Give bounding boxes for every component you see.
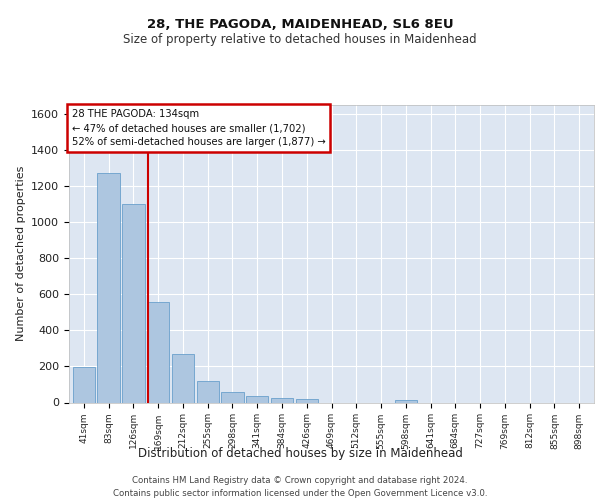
Bar: [271, 398, 293, 402]
Bar: [147, 302, 169, 402]
Bar: [97, 172, 120, 402]
Bar: [73, 367, 95, 402]
Bar: [172, 354, 194, 403]
Bar: [296, 400, 318, 402]
Y-axis label: Number of detached properties: Number of detached properties: [16, 166, 26, 342]
Text: Size of property relative to detached houses in Maidenhead: Size of property relative to detached ho…: [123, 32, 477, 46]
Text: Contains public sector information licensed under the Open Government Licence v3: Contains public sector information licen…: [113, 489, 487, 498]
Text: 28, THE PAGODA, MAIDENHEAD, SL6 8EU: 28, THE PAGODA, MAIDENHEAD, SL6 8EU: [146, 18, 454, 30]
Text: 28 THE PAGODA: 134sqm
← 47% of detached houses are smaller (1,702)
52% of semi-d: 28 THE PAGODA: 134sqm ← 47% of detached …: [71, 110, 325, 148]
Text: Contains HM Land Registry data © Crown copyright and database right 2024.: Contains HM Land Registry data © Crown c…: [132, 476, 468, 485]
Bar: [221, 392, 244, 402]
Bar: [122, 204, 145, 402]
Bar: [246, 396, 268, 402]
Bar: [395, 400, 417, 402]
Bar: [197, 381, 219, 402]
Text: Distribution of detached houses by size in Maidenhead: Distribution of detached houses by size …: [137, 448, 463, 460]
